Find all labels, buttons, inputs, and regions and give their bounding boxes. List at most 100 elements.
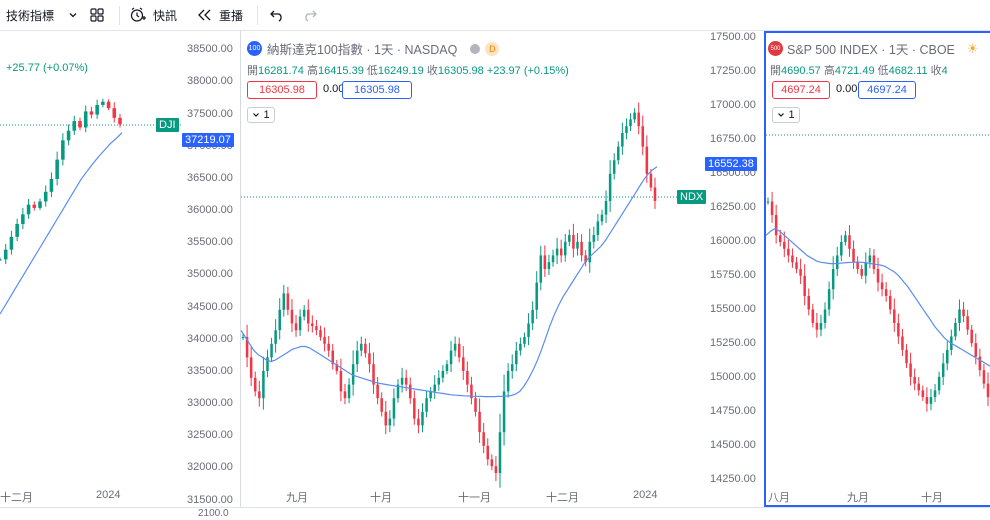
- spx-close-label: 收: [930, 65, 942, 77]
- price-axis-tick: 14500.00: [710, 438, 756, 451]
- candle: [307, 299, 310, 332]
- ndx-buy-box[interactable]: 16305.98: [342, 81, 412, 99]
- indicators-button[interactable]: 技術指標: [6, 0, 54, 30]
- candle: [823, 302, 827, 329]
- chart-pane-spx[interactable]: 500 S&P 500 INDEX · 1天 · CBOE ☀ 開4690.57…: [764, 31, 990, 507]
- candle: [355, 340, 359, 372]
- spx-buy-box[interactable]: 4697.24: [858, 81, 916, 99]
- ndx-interval-toggle[interactable]: 1: [247, 107, 275, 123]
- spx-legend[interactable]: 500 S&P 500 INDEX · 1天 · CBOE ☀: [768, 39, 979, 58]
- candle: [954, 317, 957, 341]
- candle: [347, 378, 351, 404]
- candle: [580, 234, 583, 262]
- spx-sell-box[interactable]: 4697.24: [772, 81, 830, 99]
- layout-grid-icon[interactable]: [89, 0, 105, 30]
- candle: [319, 325, 322, 341]
- candle: [453, 336, 457, 357]
- spx-close: 4: [941, 65, 948, 77]
- candle: [360, 336, 363, 357]
- ndx-spread: 0.00: [323, 83, 345, 95]
- candle: [884, 282, 888, 302]
- pane-divider[interactable]: [240, 31, 241, 507]
- candle: [429, 387, 432, 402]
- candle: [112, 102, 117, 123]
- spx-title: S&P 500 INDEX · 1天 · CBOE: [787, 43, 955, 57]
- flash-alert-button[interactable]: 快訊: [129, 0, 177, 30]
- candle: [608, 160, 612, 212]
- candle: [331, 343, 335, 370]
- candle: [380, 392, 383, 417]
- ndx-price-axis[interactable]: 17500.00 17250.00 17000.00 16750.00 16500.00…: [705, 31, 758, 507]
- ndx-x-label: 九月: [286, 492, 308, 504]
- dji-change: +25.77 (+0.07%): [6, 62, 88, 74]
- candle: [368, 342, 371, 373]
- candle: [323, 327, 326, 352]
- candle: [617, 141, 620, 165]
- price-axis-tick: 36500.00: [187, 171, 233, 184]
- toolbar-divider: [257, 6, 258, 25]
- chart-pane-dji[interactable]: +25.77 (+0.07%): [0, 31, 182, 507]
- candle: [551, 249, 555, 267]
- price-axis-tick: 17500.00: [710, 30, 756, 43]
- candle: [494, 456, 498, 482]
- candle: [510, 354, 514, 379]
- ndx-high-label: 高: [306, 65, 318, 77]
- spx-x-label: 八月: [768, 492, 790, 504]
- candle: [449, 340, 453, 373]
- price-axis-tick: 15500.00: [710, 302, 756, 315]
- candle: [527, 313, 530, 346]
- candle: [933, 384, 937, 403]
- candle: [921, 385, 925, 401]
- moving-average-line: [766, 227, 990, 367]
- dji-change-value: +25.77 (+0.07%): [6, 62, 88, 74]
- ndx-low-label: 低: [366, 65, 378, 77]
- candle: [803, 264, 806, 306]
- candle: [901, 328, 904, 356]
- candle: [95, 99, 99, 119]
- candle: [43, 185, 48, 207]
- price-axis-tick: 34500.00: [187, 300, 233, 313]
- candle: [392, 388, 396, 427]
- candle: [286, 286, 290, 316]
- price-axis-tick: 16000.00: [710, 234, 756, 247]
- ndx-x-label: 2024: [633, 489, 658, 501]
- candle: [840, 235, 843, 262]
- candle: [457, 337, 461, 363]
- candle: [245, 324, 249, 368]
- candle: [925, 387, 929, 412]
- candle: [523, 332, 526, 348]
- spx-ohlc: 開4690.57 高4721.49 低4682.11 收4: [770, 62, 948, 78]
- spx-low-label: 低: [877, 65, 889, 77]
- price-axis-tick: 33500.00: [187, 364, 233, 377]
- candle: [38, 198, 42, 211]
- price-axis-tick: 32500.00: [187, 429, 233, 442]
- price-axis-tick: 36000.00: [187, 204, 233, 217]
- price-axis-tick: 17250.00: [710, 64, 756, 77]
- moving-average-line: [241, 166, 658, 398]
- candle: [466, 361, 469, 393]
- candle: [897, 313, 900, 344]
- candle: [621, 122, 624, 155]
- candle: [32, 201, 37, 211]
- spx-plot[interactable]: [766, 33, 990, 505]
- dji-price-axis[interactable]: 38500.0038000.0037500.0037000.0036500.00…: [182, 31, 235, 507]
- candle: [811, 303, 815, 328]
- ndx-legend[interactable]: 100 納斯達克100指數 · 1天 · NASDAQ D: [247, 39, 500, 58]
- ndx-sell-box[interactable]: 16305.98: [247, 81, 317, 99]
- replay-button[interactable]: 重播: [197, 0, 243, 30]
- chevron-down-icon[interactable]: [68, 0, 78, 30]
- candle: [421, 403, 424, 433]
- undo-icon[interactable]: [269, 0, 285, 30]
- replay-label: 重播: [219, 8, 244, 23]
- candle: [852, 240, 855, 269]
- redo-icon[interactable]: [302, 0, 318, 30]
- chart-pane-ndx[interactable]: 100 納斯達克100指數 · 1天 · NASDAQ D 開16281.74 …: [241, 31, 705, 507]
- candle: [543, 245, 547, 277]
- candle: [856, 256, 859, 274]
- spx-interval-toggle[interactable]: 1: [772, 107, 800, 123]
- dji-last-price-label: 37219.07: [182, 133, 234, 147]
- candle: [515, 341, 518, 372]
- dji-plot[interactable]: [0, 31, 182, 507]
- ndx-plot[interactable]: [241, 31, 705, 507]
- candle: [848, 225, 851, 257]
